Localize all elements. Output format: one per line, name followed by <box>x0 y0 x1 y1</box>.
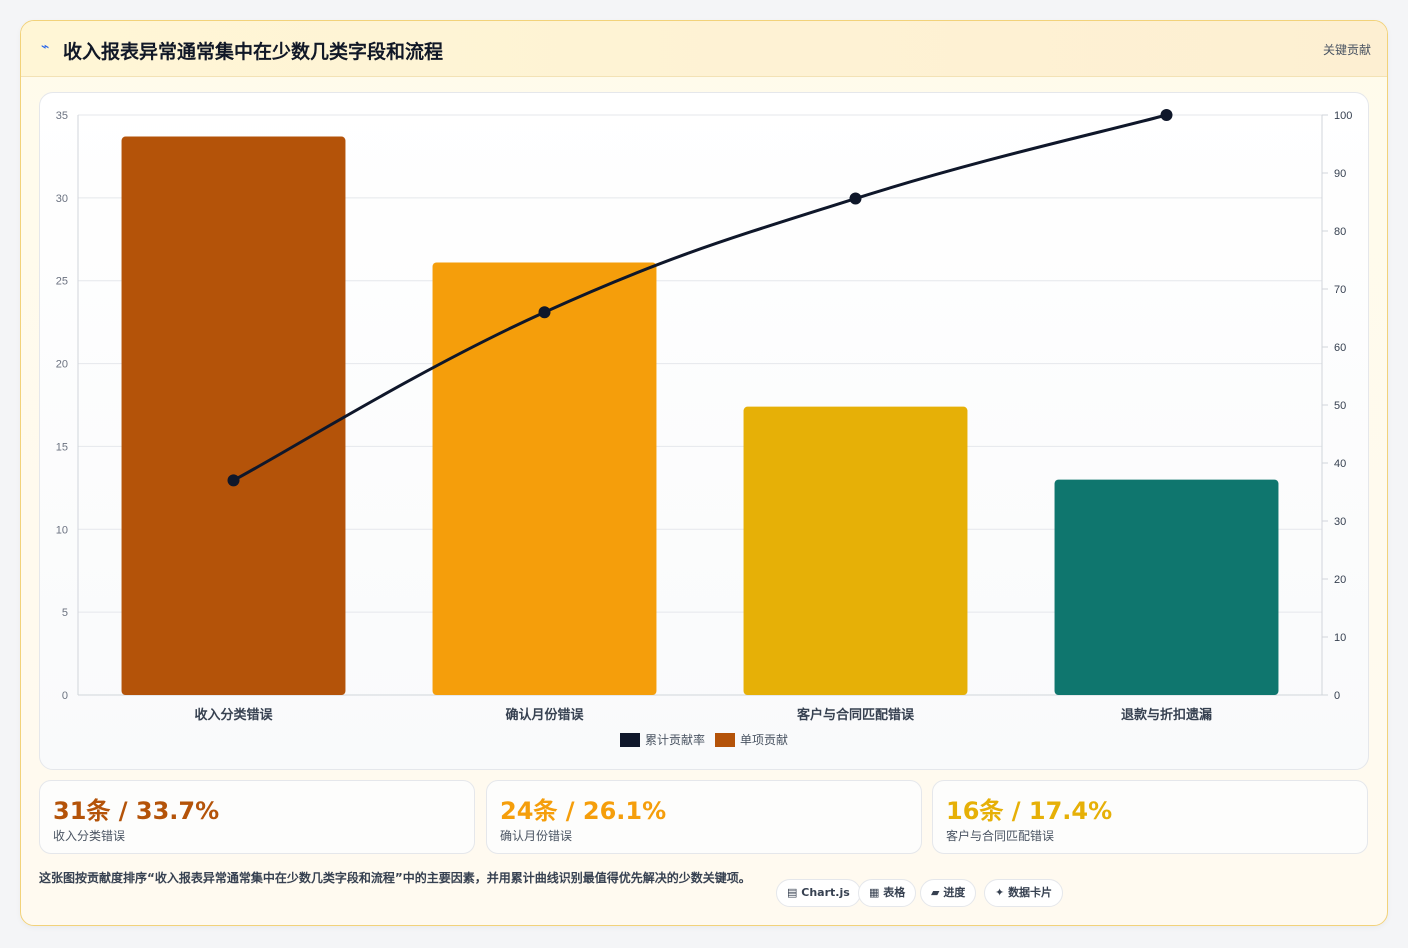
y-right-tick-label: 60 <box>1334 342 1346 354</box>
y-right-tick-label: 100 <box>1334 110 1352 122</box>
sparkle-icon: ✦ <box>995 886 1005 899</box>
bar-2 <box>432 262 657 695</box>
stat-label: 收入分类错误 <box>53 829 126 843</box>
x-tick-label: 客户与合同匹配错误 <box>797 707 915 722</box>
y-right-tick-label: 90 <box>1334 168 1346 180</box>
y-left-tick-label: 0 <box>62 690 68 702</box>
pareto-chart: 0 5 10 15 20 25 30 35 0 10 20 30 40 50 60 70 80 90 100 收入分类… <box>56 109 1352 747</box>
stat-value: 16条 / 17.4% <box>946 797 1113 825</box>
stat-card: 16条 / 17.4% 客户与合同匹配错误 <box>932 780 1368 854</box>
x-tick-label: 收入分类错误 <box>194 707 273 722</box>
stat-label: 确认月份错误 <box>500 829 573 843</box>
cumulative-point <box>849 192 862 205</box>
y-right-tick-label: 70 <box>1334 284 1346 296</box>
legend-swatch-cumulative <box>620 733 640 747</box>
chip-table[interactable]: ▦ 表格 <box>858 879 917 907</box>
cumulative-line <box>232 113 1167 482</box>
stat-value: 24条 / 26.1% <box>500 797 667 825</box>
chip-progress[interactable]: ▰ 进度 <box>920 879 977 907</box>
chip-label: 表格 <box>883 886 906 899</box>
y-right-tick-label: 50 <box>1334 400 1346 412</box>
y-left-tick-label: 35 <box>56 110 68 122</box>
y-right-tick-label: 0 <box>1334 690 1340 702</box>
lightning-icon: ⌁ <box>41 39 50 55</box>
y-left-tick-label: 15 <box>56 441 68 453</box>
y-right-tick-label: 80 <box>1334 226 1346 238</box>
stat-label: 客户与合同匹配错误 <box>946 829 1055 843</box>
chip-label: Chart.js <box>801 886 850 899</box>
chip-data-card[interactable]: ✦ 数据卡片 <box>984 879 1064 907</box>
y-left-tick-label: 25 <box>56 276 68 288</box>
y-left-tick-label: 30 <box>56 193 68 205</box>
bar-1 <box>121 136 346 696</box>
stat-value: 31条 / 33.7% <box>53 797 220 825</box>
chip-label: 数据卡片 <box>1008 886 1053 899</box>
cumulative-point <box>227 474 240 487</box>
y-right-tick-label: 20 <box>1334 574 1346 586</box>
table-icon: ▦ <box>869 886 880 899</box>
legend-label: 累计贡献率 <box>645 732 705 747</box>
header-badge: 关键贡献 <box>1322 43 1371 57</box>
card-header: ⌁ 收入报表异常通常集中在少数几类字段和流程 关键贡献 <box>21 21 1387 77</box>
progress-icon: ▰ <box>931 886 940 899</box>
y-left-tick-label: 20 <box>56 359 68 371</box>
cumulative-point <box>1160 109 1173 121</box>
y-left-tick-label: 5 <box>62 607 68 619</box>
bar-4 <box>1054 479 1279 695</box>
y-right-tick-label: 40 <box>1334 458 1346 470</box>
stat-card: 31条 / 33.7% 收入分类错误 <box>39 780 475 854</box>
y-left-tick-label: 10 <box>56 524 68 536</box>
x-tick-label: 退款与折扣遗漏 <box>1121 707 1212 722</box>
legend-swatch-single <box>715 733 735 747</box>
y-right-tick-label: 30 <box>1334 516 1346 528</box>
cumulative-point <box>538 306 551 319</box>
x-tick-label: 确认月份错误 <box>505 707 584 722</box>
legend-label: 单项贡献 <box>740 732 788 747</box>
chart-icon: ▤ <box>787 886 798 899</box>
chart-description: 这张图按贡献度排序“收入报表异常通常集中在少数几类字段和流程”中的主要因素，并用… <box>39 871 751 885</box>
bar-3 <box>743 406 968 695</box>
y-right-tick-label: 10 <box>1334 632 1346 644</box>
page-title: 收入报表异常通常集中在少数几类字段和流程 <box>63 41 444 63</box>
chip-chartjs[interactable]: ▤ Chart.js <box>776 879 861 907</box>
stat-card: 24条 / 26.1% 确认月份错误 <box>486 780 922 854</box>
chart-panel: 0 5 10 15 20 25 30 35 0 10 20 30 40 50 60 70 80 90 100 收入分类… <box>39 92 1369 770</box>
chip-label: 进度 <box>943 886 966 899</box>
